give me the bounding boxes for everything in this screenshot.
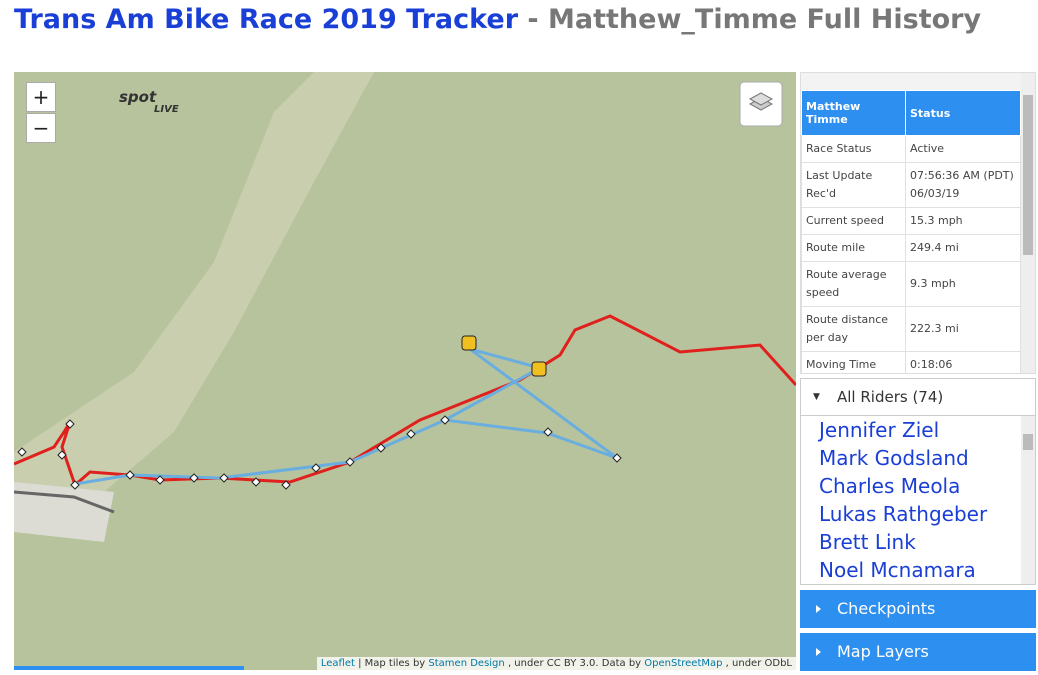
- table-row: Route mile 249.4 mi: [801, 234, 1021, 262]
- table-row: Route average speed 9.3 mph: [801, 261, 1021, 307]
- attribution-link[interactable]: OpenStreetMap: [644, 658, 723, 669]
- rider-link[interactable]: Mark Godsland: [819, 446, 969, 470]
- status-label: Route average speed: [801, 261, 906, 307]
- riders-list: Jennifer Ziel Mark Godsland Charles Meola L…: [800, 416, 1036, 585]
- status-value: Active: [905, 135, 1021, 163]
- panels: Checkpoints Map Layers: [800, 590, 1036, 671]
- rider-link[interactable]: Jennifer Ziel: [819, 418, 940, 442]
- zoom-in[interactable]: +: [26, 82, 56, 112]
- riders-heading[interactable]: ▼ All Riders (74): [800, 378, 1036, 416]
- table-header: Status: [905, 90, 1021, 136]
- rider-link[interactable]: Lukas Rathgeber: [819, 502, 988, 526]
- status-table: Matthew Timme Status Race Status Active Last…: [801, 90, 1021, 373]
- status-value: 9.3 mph: [905, 261, 1021, 307]
- attribution-link[interactable]: Stamen Design: [428, 658, 505, 669]
- zoom-out[interactable]: −: [26, 113, 56, 143]
- status-value: 07:56:36 AM (PDT) 06/03/19: [905, 162, 1021, 208]
- table-row: Moving Time 0:18:06: [801, 351, 1021, 373]
- page-title: Trans Am Bike Race 2019 Tracker - Matthe…: [14, 4, 981, 35]
- rider-link[interactable]: Noel Mcnamara: [819, 558, 976, 582]
- table-row: Route distance per day 222.3 mi: [801, 306, 1021, 352]
- status-value: 15.3 mph: [905, 207, 1021, 235]
- status-value: 249.4 mi: [905, 234, 1021, 262]
- status-label: Last Update Rec'd: [801, 162, 906, 208]
- attribution-link[interactable]: Leaflet: [320, 658, 355, 669]
- table-row: Last Update Rec'd 07:56:36 AM (PDT) 06/03…: [801, 162, 1021, 208]
- status-label: Route distance per day: [801, 306, 906, 352]
- riders-heading-text: All Riders (74): [837, 388, 944, 406]
- sidebar: Matthew Timme Status Race Status Active Last…: [800, 72, 1036, 671]
- status-label: Current speed: [801, 207, 906, 235]
- table-row: Current speed 15.3 mph: [801, 207, 1021, 235]
- status-label: Route mile: [801, 234, 906, 262]
- status-label: Race Status: [801, 135, 906, 163]
- attribution: Leaflet | Map tiles by Stamen Design , u…: [316, 657, 796, 670]
- map[interactable]: spot LIVE + − Leaflet | Map tiles by Sta…: [14, 72, 796, 670]
- table-row: Race Status Active: [801, 135, 1021, 163]
- status-panel: Matthew Timme Status Race Status Active Last…: [800, 72, 1036, 374]
- table-header: Matthew Timme: [801, 90, 906, 136]
- attribution-text: , under ODbL: [725, 658, 792, 669]
- panel-header[interactable]: Map Layers: [800, 633, 1036, 671]
- attribution-text: , under CC BY 3.0. Data by: [507, 658, 642, 669]
- attribution-text: | Map tiles by: [358, 658, 426, 669]
- panel-header[interactable]: Checkpoints: [800, 590, 1036, 628]
- status-value: 222.3 mi: [905, 306, 1021, 352]
- status-value: 0:18:06: [905, 351, 1021, 373]
- map-drawing: spot LIVE: [14, 72, 796, 670]
- rider-link[interactable]: Charles Meola: [819, 474, 961, 498]
- title: Trans Am Bike Race 2019 Tracker: [14, 4, 519, 35]
- logo-sub: LIVE: [154, 104, 179, 115]
- rider-link[interactable]: Brett Link: [819, 530, 916, 554]
- subtitle: - Matthew_Timme Full History: [527, 4, 982, 35]
- status-label: Moving Time: [801, 351, 906, 373]
- logo: spot: [119, 88, 157, 106]
